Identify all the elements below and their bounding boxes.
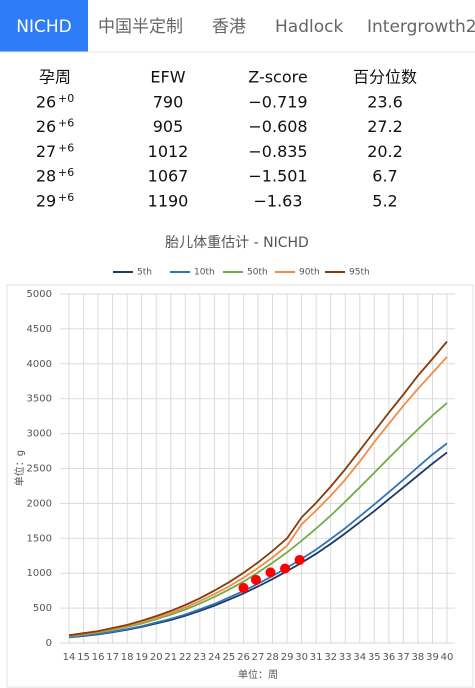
- cell-pct: 23.6: [367, 93, 403, 112]
- cell-z: −0.608: [248, 117, 307, 136]
- cell-pct: 5.2: [372, 191, 397, 210]
- x-tick-label: 25: [223, 652, 236, 663]
- cell-week: 28: [36, 167, 56, 186]
- legend-label: 10th: [194, 268, 215, 278]
- cell-week: 26: [36, 93, 56, 112]
- tab[interactable]: Hadlock: [275, 17, 343, 37]
- cell-days: +6: [58, 166, 74, 179]
- cell-week: 29: [36, 191, 56, 210]
- data-point: [250, 574, 261, 585]
- legend-label: 95th: [349, 268, 370, 278]
- x-tick-label: 34: [353, 652, 366, 663]
- tab[interactable]: NICHD: [16, 17, 71, 37]
- x-tick-label: 22: [179, 652, 192, 663]
- data-point: [280, 563, 291, 574]
- cell-efw: 1067: [148, 167, 189, 186]
- cell-efw: 1012: [148, 142, 189, 161]
- y-tick-label: 3000: [27, 429, 52, 440]
- x-tick-label: 38: [412, 652, 425, 663]
- cell-efw: 905: [153, 117, 184, 136]
- cell-z: −0.835: [248, 142, 307, 161]
- y-tick-label: 1500: [27, 533, 52, 544]
- x-tick-label: 20: [150, 652, 163, 663]
- data-point: [294, 554, 305, 565]
- x-axis-label: 单位：周: [238, 668, 278, 681]
- y-tick-label: 5000: [27, 289, 52, 300]
- x-tick-label: 30: [295, 652, 308, 663]
- y-tick-label: 1000: [27, 568, 52, 579]
- data-point: [265, 567, 276, 578]
- y-axis-label: 单位：g: [13, 450, 26, 486]
- data-point: [238, 582, 249, 593]
- x-tick-label: 24: [208, 652, 221, 663]
- tab[interactable]: 香港: [212, 17, 246, 37]
- x-tick-label: 40: [441, 652, 454, 663]
- y-tick-label: 2500: [27, 464, 52, 475]
- cell-z: −1.63: [253, 191, 302, 210]
- cell-z: −0.719: [248, 93, 307, 112]
- cell-z: −1.501: [248, 167, 307, 186]
- y-tick-label: 3500: [27, 394, 52, 405]
- y-tick-label: 0: [46, 638, 52, 649]
- cell-efw: 1190: [148, 191, 189, 210]
- table-header: 百分位数: [353, 68, 417, 87]
- cell-days: +6: [58, 191, 74, 204]
- cell-pct: 20.2: [367, 142, 403, 161]
- x-tick-label: 28: [266, 652, 279, 663]
- cell-week: 26: [36, 117, 56, 136]
- x-tick-label: 17: [106, 652, 119, 663]
- x-tick-label: 18: [121, 652, 134, 663]
- cell-days: +6: [58, 117, 74, 130]
- cell-pct: 27.2: [367, 117, 403, 136]
- cell-efw: 790: [153, 93, 184, 112]
- y-tick-label: 4000: [27, 359, 52, 370]
- cell-pct: 6.7: [372, 167, 397, 186]
- active-tab-bg: [0, 0, 88, 52]
- series-line: [68, 356, 448, 637]
- y-tick-label: 2000: [27, 498, 52, 509]
- tab[interactable]: 中国半定制: [98, 17, 183, 37]
- legend-label: 90th: [299, 268, 320, 278]
- x-tick-label: 39: [426, 652, 439, 663]
- cell-days: +6: [58, 141, 74, 154]
- x-tick-label: 31: [310, 652, 323, 663]
- cell-week: 27: [36, 142, 56, 161]
- x-tick-label: 26: [237, 652, 250, 663]
- x-tick-label: 27: [252, 652, 265, 663]
- legend-label: 5th: [137, 268, 152, 278]
- y-tick-label: 4500: [27, 324, 52, 335]
- table-header: 孕周: [39, 68, 71, 87]
- x-tick-label: 29: [281, 652, 294, 663]
- legend-label: 50th: [247, 268, 268, 278]
- x-tick-label: 33: [339, 652, 352, 663]
- table-header: EFW: [150, 68, 185, 87]
- x-tick-label: 16: [92, 652, 105, 663]
- x-tick-label: 23: [193, 652, 206, 663]
- table-header: Z-score: [248, 68, 307, 87]
- x-tick-label: 37: [397, 652, 410, 663]
- x-tick-label: 35: [368, 652, 381, 663]
- x-tick-label: 19: [135, 652, 148, 663]
- x-tick-label: 15: [77, 652, 90, 663]
- series-line: [68, 340, 448, 637]
- chart-title: 胎儿体重估计 - NICHD: [165, 235, 309, 251]
- chart-panel: [6, 284, 474, 688]
- x-tick-label: 14: [63, 652, 76, 663]
- x-tick-label: 36: [382, 652, 395, 663]
- x-tick-label: 21: [164, 652, 177, 663]
- series-line: [68, 402, 448, 638]
- cell-days: +0: [58, 92, 74, 105]
- tab[interactable]: Intergrowth2: [367, 17, 475, 37]
- y-tick-label: 500: [33, 603, 52, 614]
- x-tick-label: 32: [324, 652, 337, 663]
